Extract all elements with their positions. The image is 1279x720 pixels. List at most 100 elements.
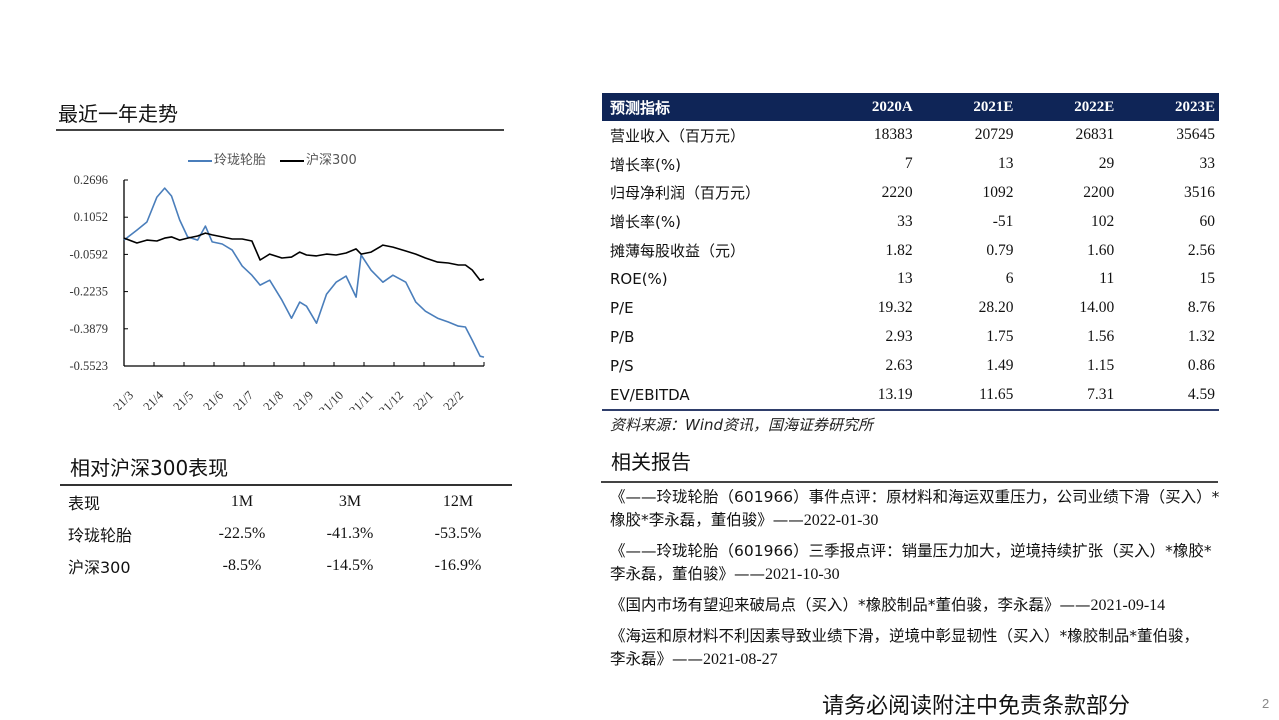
- y-tick-label: -0.5523: [69, 359, 108, 373]
- forecast-cell: 28.20: [978, 299, 1014, 317]
- forecast-cell: 102: [1090, 212, 1115, 230]
- related-report-item[interactable]: 《——玲珑轮胎（601966）三季报点评：销量压力加大，逆境持续扩张（买入）*橡…: [610, 540, 1220, 586]
- legend-swatch-linglong-icon: [188, 159, 212, 162]
- forecast-cell: 26831: [1075, 126, 1115, 144]
- forecast-row-label: P/S: [610, 356, 634, 375]
- forecast-cell: 14.00: [1079, 299, 1115, 317]
- forecast-row: EV/EBITDA 13.19 11.65 7.31 4.59: [602, 380, 1219, 411]
- forecast-header-2022e: 2022E: [1017, 93, 1119, 121]
- forecast-cell: 18383: [873, 126, 913, 144]
- forecast-row-label: ROE(%): [610, 270, 668, 289]
- legend-item-hs300: 沪深300: [280, 149, 357, 168]
- forecast-row-label: P/E: [610, 299, 634, 318]
- trend-section-title: 最近一年走势: [58, 102, 178, 126]
- x-tick-label: 21/9: [290, 388, 316, 410]
- forecast-cell: 0.79: [986, 241, 1014, 259]
- forecast-row: 增长率(%) 7 13 29 33: [602, 150, 1219, 179]
- x-tick-label: 21/12: [376, 388, 406, 410]
- perf-header-label: 表现: [68, 494, 101, 513]
- related-title-rule: [601, 481, 1218, 483]
- forecast-cell: 20729: [974, 126, 1014, 144]
- perf-section-title: 相对沪深300表现: [70, 456, 229, 480]
- forecast-row-label: P/B: [610, 327, 635, 346]
- forecast-header-2020a: 2020A: [814, 93, 917, 121]
- x-tick-label: 21/3: [110, 388, 136, 410]
- forecast-row: 归母净利润（百万元） 2220 1092 2200 3516: [602, 179, 1219, 208]
- forecast-cell: 1092: [982, 183, 1014, 201]
- forecast-cell: 13: [897, 270, 913, 288]
- related-reports-title: 相关报告: [611, 450, 691, 474]
- forecast-row-label: 摊薄每股收益（元）: [610, 242, 746, 261]
- forecast-row: 营业收入（百万元） 18383 20729 26831 35645: [602, 121, 1219, 150]
- relative-performance-table: 表现 1M 3M 12M 玲珑轮胎 -22.5% -41.3% -53.5% 沪…: [60, 484, 512, 582]
- report-date: 2022-01-30: [803, 512, 879, 529]
- forecast-cell: 7: [904, 155, 913, 173]
- forecast-cell: 2.93: [885, 327, 913, 345]
- report-title[interactable]: 《海运和原材料不利因素导致业绩下滑，逆境中彰显韧性（买入）*橡胶制品*董伯骏，李…: [610, 627, 1200, 668]
- forecast-cell: 33: [1199, 155, 1216, 173]
- y-tick-label: 0.2696: [74, 173, 108, 187]
- forecast-row-label: 增长率(%): [610, 213, 681, 232]
- perf-cell: -8.5%: [222, 557, 262, 574]
- series-linglong-line: [123, 187, 485, 358]
- forecast-cell: 3516: [1184, 183, 1215, 201]
- x-tick-label: 21/8: [260, 388, 286, 410]
- forecast-cell: 33: [897, 212, 913, 230]
- forecast-row: P/E 19.32 28.20 14.00 8.76: [602, 294, 1219, 323]
- forecast-cell: 11: [1099, 270, 1115, 288]
- forecast-row-label: 增长率(%): [610, 155, 681, 174]
- legend-label-linglong: 玲珑轮胎: [214, 153, 267, 168]
- x-tick-label: 22/2: [440, 388, 466, 410]
- perf-cell: -22.5%: [218, 525, 266, 542]
- forecast-row: 增长率(%) 33 -51 102 60: [602, 207, 1219, 236]
- perf-cell: -16.9%: [434, 557, 482, 574]
- forecast-cell: 1.60: [1087, 241, 1115, 259]
- forecast-cell: -51: [992, 212, 1014, 230]
- forecast-cell: 1.56: [1087, 327, 1115, 345]
- perf-row-linglong: 玲珑轮胎 -22.5% -41.3% -53.5%: [60, 518, 512, 550]
- related-report-item[interactable]: 《海运和原材料不利因素导致业绩下滑，逆境中彰显韧性（买入）*橡胶制品*董伯骏，李…: [610, 625, 1205, 671]
- forecast-row-label: EV/EBITDA: [602, 380, 814, 411]
- trend-line-chart: 0.2696 0.1052 -0.0592 -0.2235 -0.3879 -0.5523…: [69, 173, 485, 410]
- report-title[interactable]: 《——玲珑轮胎（601966）事件点评：原材料和海运双重压力，公司业绩下滑（买入…: [610, 488, 1220, 529]
- forecast-row-label: 归母净利润（百万元）: [610, 184, 761, 203]
- forecast-header-indicator: 预测指标: [602, 93, 814, 121]
- forecast-cell: 13.19: [814, 380, 917, 411]
- report-date: 2021-10-30: [765, 566, 840, 583]
- series-hs300-line: [123, 232, 485, 281]
- x-tick-label: 21/11: [346, 388, 376, 410]
- related-report-item[interactable]: 《——玲珑轮胎（601966）事件点评：原材料和海运双重压力，公司业绩下滑（买入…: [610, 486, 1220, 532]
- forecast-cell: 1.75: [986, 327, 1014, 345]
- forecast-cell: 4.59: [1118, 380, 1219, 411]
- y-tick-label: 0.1052: [74, 210, 108, 224]
- disclaimer-footer: 请务必阅读附注中免责条款部分: [822, 694, 1131, 719]
- perf-cell: -53.5%: [434, 525, 482, 542]
- report-date: 2021-08-27: [703, 651, 778, 668]
- x-tick-label: 21/7: [230, 388, 256, 410]
- report-title[interactable]: 《——玲珑轮胎（601966）三季报点评：销量压力加大，逆境持续扩张（买入）*橡…: [610, 542, 1212, 583]
- forecast-cell: 2.63: [885, 356, 913, 374]
- forecast-cell: 1.82: [885, 241, 913, 259]
- forecast-cell: 15: [1199, 270, 1216, 288]
- perf-header-3m: 3M: [338, 493, 362, 510]
- x-tick-label: 21/5: [170, 388, 196, 410]
- forecast-cell: 1.15: [1087, 356, 1115, 374]
- forecast-cell: 6: [1005, 270, 1014, 288]
- forecast-cell: 1.49: [986, 356, 1014, 374]
- page-number: 2: [1262, 696, 1270, 711]
- y-tick-label: -0.2235: [69, 285, 108, 299]
- legend-swatch-hs300-icon: [280, 159, 305, 162]
- forecast-cell: 13: [997, 155, 1014, 173]
- report-title[interactable]: 《国内市场有望迎来破局点（买入）*橡胶制品*董伯骏，李永磊》——: [610, 596, 1091, 614]
- perf-row-hs300: 沪深300 -8.5% -14.5% -16.9%: [60, 550, 512, 582]
- forecast-cell: 2.56: [1187, 241, 1215, 259]
- y-tick-label: -0.0592: [69, 247, 108, 261]
- perf-header-12m: 12M: [442, 493, 474, 510]
- x-tick-label: 21/4: [140, 388, 166, 410]
- report-date: 2021-09-14: [1090, 597, 1166, 614]
- forecast-cell: 11.65: [916, 380, 1018, 411]
- forecast-source-note: 资料来源：Wind资讯，国海证券研究所: [610, 416, 874, 434]
- perf-cell: -41.3%: [326, 525, 374, 542]
- forecast-cell: 8.76: [1187, 299, 1215, 317]
- related-report-item[interactable]: 《国内市场有望迎来破局点（买入）*橡胶制品*董伯骏，李永磊》——2021-09-…: [610, 594, 1195, 617]
